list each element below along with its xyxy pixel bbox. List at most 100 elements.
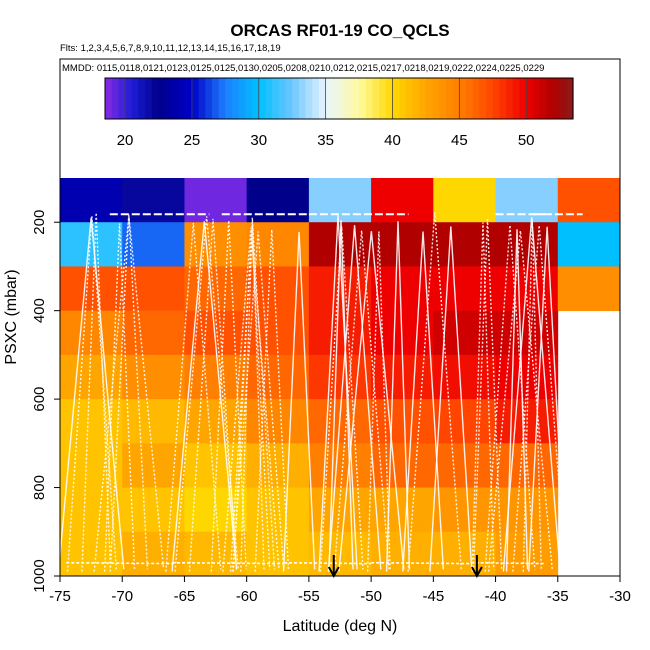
colorbar-segment [165,78,173,119]
flight-track [429,226,473,572]
colorbar-segment [379,78,387,119]
flight-track [171,221,238,572]
flight-track [487,230,553,572]
flight-track [328,220,354,572]
colorbar-segment [332,78,340,119]
colorbar-segment [125,78,133,119]
colorbar-segment [285,78,293,119]
x-tick-label: -70 [111,588,133,605]
flight-track [93,215,165,572]
colorbar-tick-label: 45 [451,132,468,149]
flight-track [505,229,529,572]
flight-track-level [283,561,372,565]
colorbar-segment [412,78,420,119]
colorbar-segment [392,78,400,119]
y-tick-label: 200 [31,210,48,235]
colorbar-segment [158,78,166,119]
flight-track [174,216,239,572]
heatmap-cell [184,531,248,577]
heatmap-cell [371,487,434,533]
colorbar-segment [359,78,367,119]
colorbar-segment [225,78,233,119]
colorbar-segment [559,78,567,119]
flight-track [240,217,265,572]
colorbar-segment [325,78,333,119]
colorbar-segment [345,78,353,119]
x-axis: -75 -70 -65 -60 -55 -50 -45 -40 -35 -30 [49,576,631,605]
heatmap-cell [122,266,185,312]
colorbar-segment [312,78,320,119]
flight-track [366,231,391,572]
colorbar-segment [419,78,427,119]
colorbar-segment [492,78,501,119]
colorbar-segment [372,78,380,119]
colorbar-segment [479,78,487,119]
colorbar-tick-label: 40 [384,132,401,149]
flight-track [471,222,495,572]
heatmap-cell [60,222,123,267]
colorbar-segment [171,78,180,119]
colorbar-segment [252,78,260,119]
flight-track [512,225,567,572]
heatmap-cell [60,266,123,312]
heatmap-cell [495,354,559,400]
colorbar-segment [432,78,440,119]
heatmap-cell [122,310,185,356]
heatmap-cell [246,399,310,444]
colorbar-segment [459,78,467,119]
heatmap-cell [184,222,248,267]
flight-track [57,217,125,572]
heatmap-cell [60,310,123,356]
colorbar-segment [238,78,246,119]
colorbar-segment [352,78,360,119]
heatmap-cell [122,354,185,400]
heatmap-cell [184,178,248,223]
heatmap-cell [433,178,496,223]
flight-track [229,224,276,572]
flight-track [484,225,536,572]
y-tick-label: 800 [31,475,48,500]
heatmap-cell [308,178,372,223]
colorbar-segment [526,78,534,119]
colorbar-segment [532,78,541,119]
heatmap-cell [122,178,185,223]
heatmap-cell [308,266,372,312]
heatmap-cell [557,222,621,267]
x-tick-label: -75 [49,588,71,605]
plot-frame [59,58,621,577]
heatmap-cell [371,178,434,223]
colorbar-segment [245,78,253,119]
colorbar-frame [104,77,574,120]
flight-track [109,214,149,572]
flight-track [333,230,390,572]
colorbar-segment [298,78,307,119]
colorbar-segment [318,78,327,119]
chart-title: ORCAS RF01-19 CO_QCLS [230,21,449,40]
flights-label: Flts: 1,2,3,4,5,6,7,8,9,10,11,12,13,14,1… [60,43,281,54]
colorbar-tick-label: 30 [250,132,267,149]
colorbar-segment [178,78,186,119]
flight-track [407,212,462,572]
flight-track [188,218,238,572]
heatmap-cell [557,266,621,312]
colorbar-segment [218,78,226,119]
colorbar-segment [278,78,287,119]
colorbar-segment [292,78,300,119]
x-tick-label: -65 [174,588,196,605]
colorbar-segment [539,78,547,119]
heatmap-cell [122,487,185,533]
flight-track [66,216,117,572]
flight-track [210,220,247,572]
flight-track-level [171,561,285,565]
flight-track-level [66,561,173,565]
y-tick-label: 1000 [31,559,48,592]
colorbar-segment [339,78,347,119]
colorbar-segment [546,78,554,119]
heatmap-cell [184,266,248,312]
colorbar-segment [472,78,480,119]
flight-track [319,226,364,572]
x-tick-label: -45 [422,588,444,605]
flight-track-level [371,561,471,565]
colorbar-segment [111,78,119,119]
colorbar-segment [131,78,140,119]
